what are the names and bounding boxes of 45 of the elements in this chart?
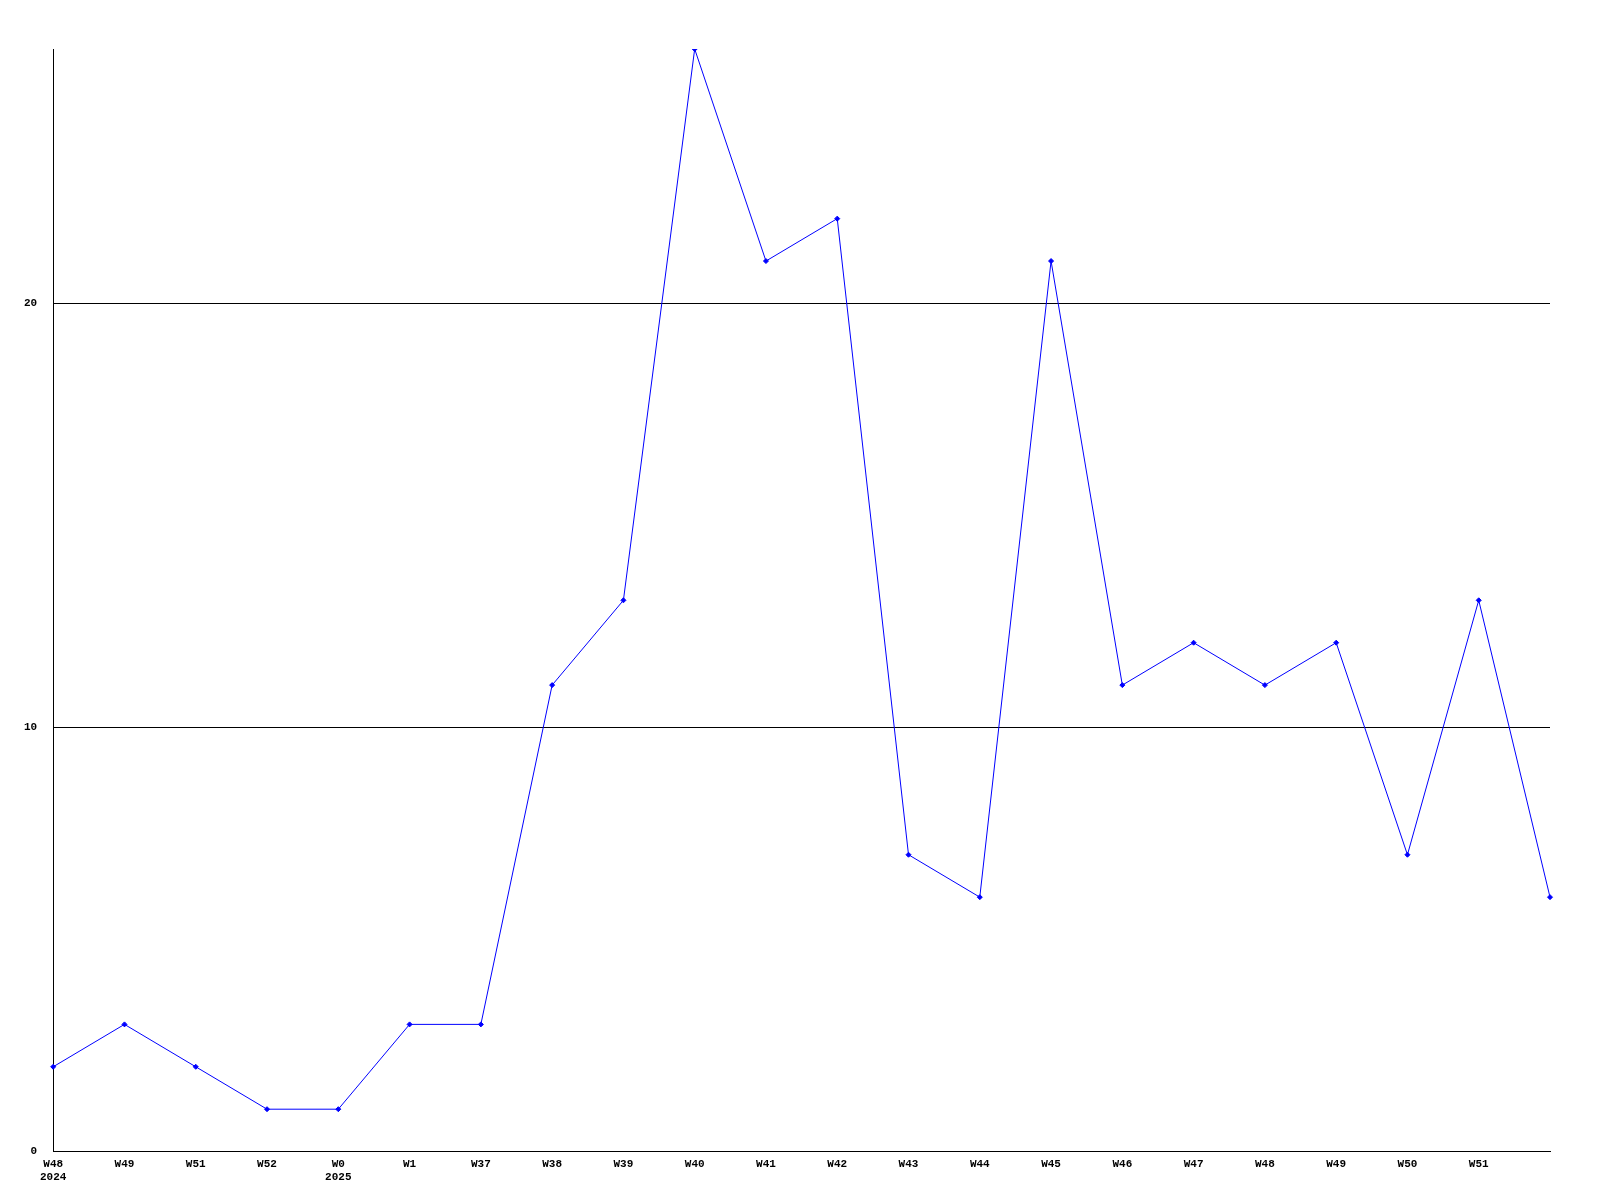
point [50, 1063, 57, 1070]
point [1261, 682, 1268, 689]
x-tick-label: W48 [1254, 1157, 1276, 1170]
point [1048, 258, 1055, 265]
x-tick-label: W49 [114, 1157, 135, 1170]
point [121, 1021, 128, 1028]
point [905, 851, 912, 858]
x-tick-label: W43 [898, 1157, 919, 1170]
x-tick-label: W46 [1112, 1157, 1133, 1170]
x-tick-label: W49 [1326, 1157, 1347, 1170]
y-tick-label: 10 [24, 721, 38, 734]
point [406, 1021, 413, 1028]
point [834, 215, 841, 222]
x-tick-label: W1 [402, 1157, 417, 1170]
point [264, 1106, 271, 1113]
x-tick-label: W37 [470, 1157, 491, 1170]
point [1547, 894, 1553, 901]
x-tick-label: W51 [185, 1157, 207, 1170]
point [335, 1106, 342, 1113]
x-tick-label: W41 [756, 1157, 777, 1170]
y-tick-label: 0 [30, 1145, 38, 1158]
x-tick-label: W42 [827, 1157, 848, 1170]
x-tick-label: W52 [257, 1157, 277, 1170]
point [976, 894, 983, 901]
x-tick-label: W40 [684, 1157, 705, 1170]
x-tick-label: W38 [542, 1157, 563, 1170]
x-tick-label: W48 2024 [40, 1157, 67, 1184]
x-tick-label: W45 [1041, 1157, 1062, 1170]
point [1404, 851, 1411, 858]
point [1119, 682, 1126, 689]
y-tick-label: 20 [24, 297, 38, 310]
point [1333, 639, 1340, 646]
point [1190, 639, 1197, 646]
x-tick-label: W0 2025 [325, 1157, 352, 1184]
x-tick-label: W51 [1468, 1157, 1490, 1170]
point [477, 1021, 484, 1028]
point [549, 682, 556, 689]
point [762, 258, 769, 265]
x-tick-label: W50 [1397, 1157, 1418, 1170]
point [620, 597, 627, 604]
x-tick-label: W47 [1183, 1157, 1204, 1170]
point [192, 1063, 199, 1070]
point [1475, 597, 1482, 604]
x-tick-label: W44 [969, 1157, 991, 1170]
x-tick-label: W39 [613, 1157, 634, 1170]
